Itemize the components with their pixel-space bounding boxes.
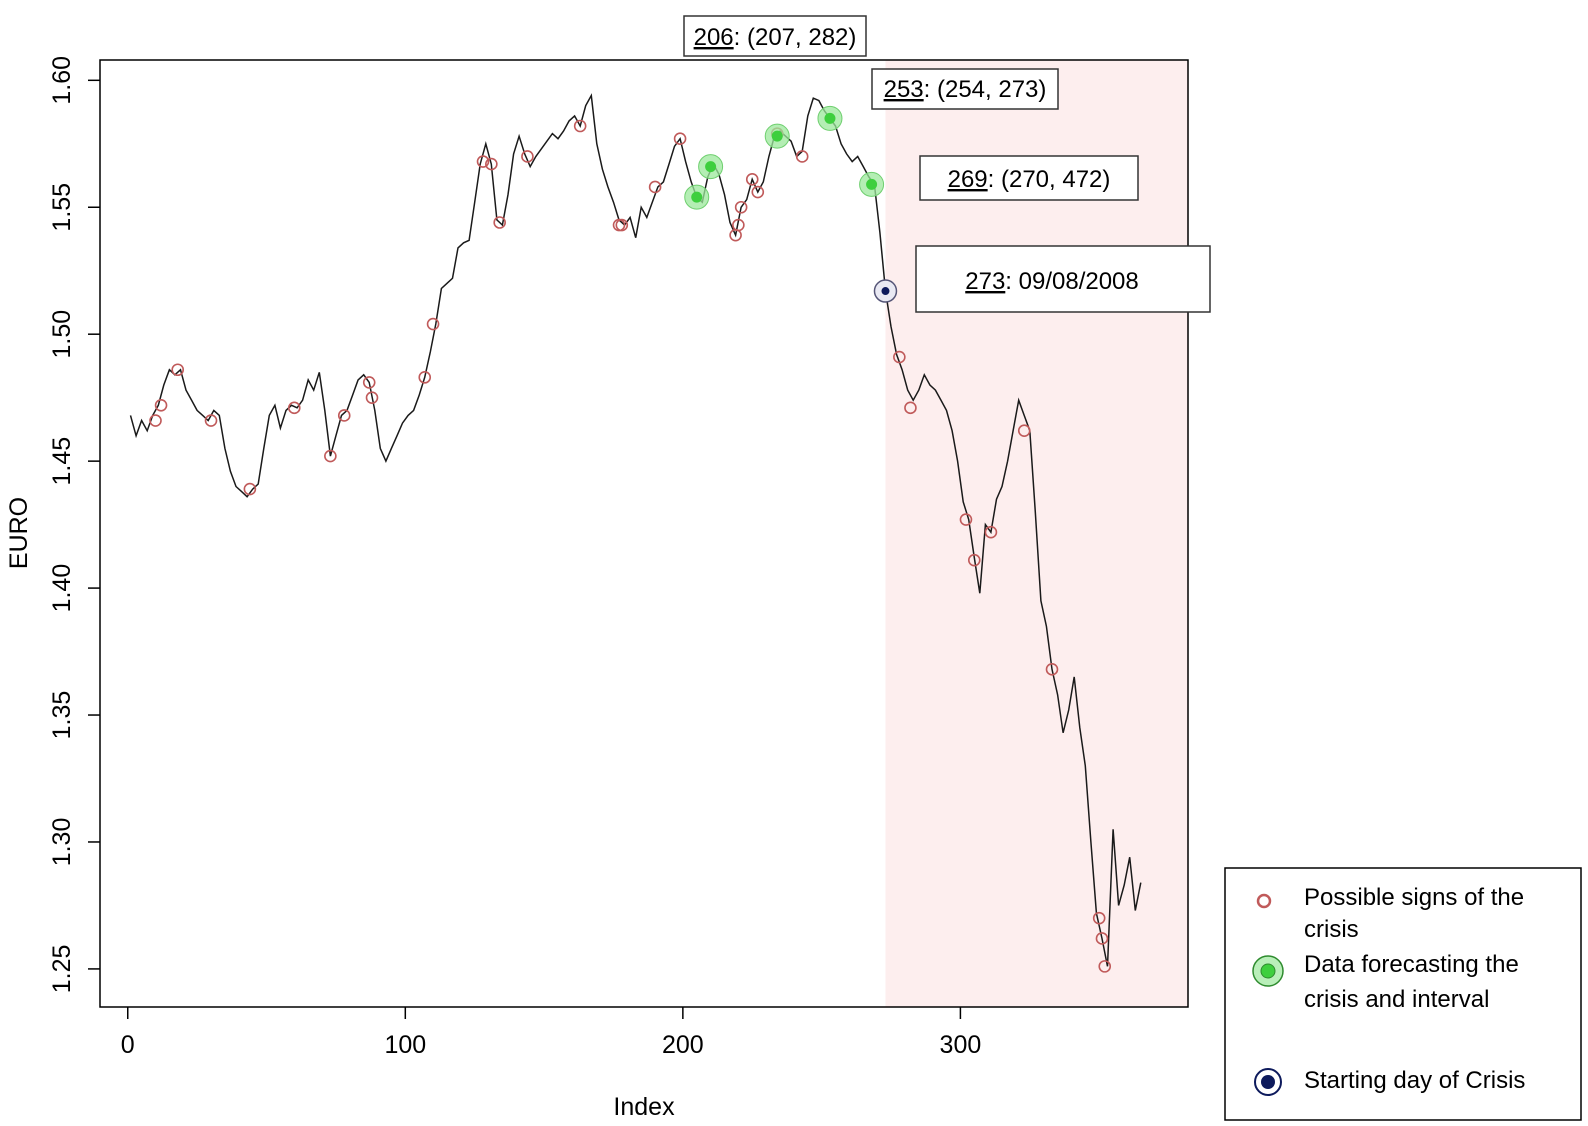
- legend-label-possible-signs-1: Possible signs of the: [1304, 884, 1524, 911]
- y-tick-label: 1.40: [48, 564, 76, 613]
- possible-sign-point: [967, 553, 981, 567]
- possible-sign-point: [324, 449, 337, 463]
- forecast-point: [824, 112, 836, 124]
- possible-sign-point: [673, 132, 687, 146]
- legend-crisis-icon: [1261, 1075, 1275, 1089]
- svg-text:206: (207, 282): 206: (207, 282): [694, 24, 857, 51]
- possible-sign-point: [418, 371, 432, 384]
- y-tick-label: 1.55: [48, 183, 76, 232]
- possible-sign-point: [745, 173, 759, 186]
- svg-text:253: (254, 273): 253: (254, 273): [884, 76, 1047, 103]
- y-axis: 1.25 1.30 1.35 1.40 1.45 1.50 1.55 1.60: [48, 56, 100, 993]
- x-axis: 0 100 200 300: [121, 1007, 981, 1059]
- possible-sign-point: [1045, 663, 1059, 676]
- svg-text:269: (270, 472): 269: (270, 472): [948, 166, 1111, 193]
- possible-sign-point: [1095, 932, 1109, 945]
- possible-sign-point: [337, 409, 351, 422]
- possible-sign-point: [648, 180, 662, 194]
- possible-sign-point: [959, 513, 973, 526]
- x-tick-label: 0: [121, 1031, 135, 1059]
- legend-label-crisis: Starting day of Crisis: [1304, 1067, 1525, 1094]
- possible-sign-point: [732, 218, 745, 232]
- crisis-start-marker: [873, 279, 898, 303]
- annotation-206: 206: (207, 282): [683, 15, 867, 57]
- crisis-start-point: [881, 287, 890, 296]
- possible-sign-point: [521, 150, 534, 163]
- x-tick-label: 200: [662, 1031, 704, 1059]
- possible-sign-point: [493, 216, 506, 229]
- svg-text:273: 09/08/2008: 273: 09/08/2008: [965, 268, 1139, 295]
- possible-sign-point: [476, 155, 490, 168]
- possible-sign-point: [154, 398, 168, 412]
- forecast-point: [705, 161, 717, 173]
- forecast-point: [771, 130, 783, 142]
- possible-sign-point: [171, 363, 185, 377]
- legend-possible-signs-icon: [1256, 893, 1272, 909]
- y-tick-label: 1.50: [48, 310, 76, 359]
- possible-sign-point: [795, 150, 809, 163]
- x-axis-title: Index: [613, 1093, 675, 1121]
- possible-sign-point: [365, 391, 379, 404]
- annotation-269: 269: (270, 472): [919, 155, 1139, 201]
- possible-sign-point: [243, 482, 257, 496]
- legend-label-forecast-2: crisis and interval: [1304, 986, 1489, 1013]
- possible-sign-point: [734, 200, 748, 214]
- y-tick-label: 1.25: [48, 945, 76, 994]
- possible-sign-point: [426, 317, 440, 331]
- forecast-markers: [684, 105, 885, 210]
- legend: Possible signs of the crisis Data foreca…: [1224, 867, 1582, 1121]
- y-tick-label: 1.35: [48, 691, 76, 740]
- possible-sign-point: [485, 157, 498, 171]
- annotation-273: 273: 09/08/2008: [915, 245, 1211, 313]
- possible-sign-point: [573, 119, 587, 133]
- y-tick-label: 1.60: [48, 56, 76, 105]
- legend-forecast-icon: [1260, 963, 1276, 979]
- possible-sign-point: [984, 525, 998, 539]
- y-tick-label: 1.30: [48, 818, 76, 867]
- forecast-point: [691, 191, 703, 203]
- possible-sign-point: [362, 376, 376, 389]
- legend-box: [1224, 867, 1582, 1121]
- possible-sign-point: [1017, 424, 1031, 437]
- possible-sign-point: [904, 401, 917, 415]
- possible-sign-point: [287, 401, 301, 415]
- annotation-253: 253: (254, 273): [871, 68, 1059, 110]
- y-axis-title: EURO: [5, 497, 33, 569]
- possible-sign-point: [149, 414, 162, 427]
- x-tick-label: 300: [940, 1031, 982, 1059]
- possible-sign-point: [751, 185, 765, 199]
- possible-sign-point: [1098, 960, 1112, 973]
- legend-label-possible-signs-2: crisis: [1304, 916, 1359, 943]
- possible-sign-point: [204, 414, 218, 427]
- x-tick-label: 100: [384, 1031, 426, 1059]
- possible-sign-point: [893, 350, 906, 364]
- forecast-point: [866, 178, 878, 190]
- possible-signs-markers: [149, 119, 1112, 973]
- y-tick-label: 1.45: [48, 437, 76, 486]
- possible-sign-point: [1092, 911, 1106, 925]
- possible-sign-point: [615, 218, 629, 232]
- legend-label-forecast-1: Data forecasting the: [1304, 951, 1519, 978]
- plot-frame: [99, 59, 1189, 1008]
